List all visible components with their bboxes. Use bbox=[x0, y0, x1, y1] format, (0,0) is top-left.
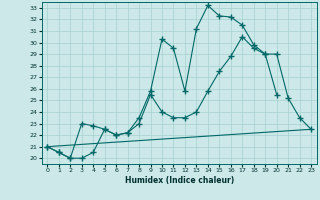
X-axis label: Humidex (Indice chaleur): Humidex (Indice chaleur) bbox=[124, 176, 234, 185]
